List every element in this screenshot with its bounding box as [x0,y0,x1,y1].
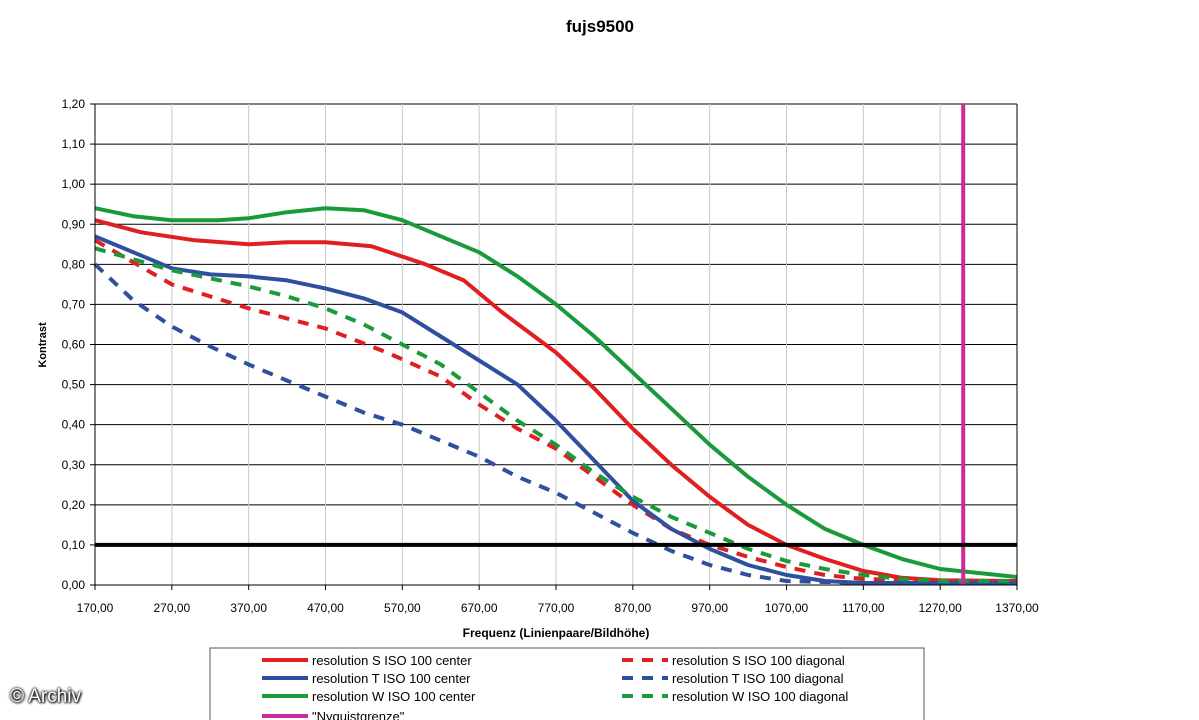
y-tick-label: 0,00 [62,578,86,592]
y-axis-label: Kontrast [37,322,49,368]
x-tick-label: 170,00 [77,601,114,615]
x-tick-label: 1170,00 [842,601,885,615]
legend-box [209,647,925,720]
x-axis-label: Frequenz (Linienpaare/Bildhöhe) [463,626,650,640]
x-tick-label: 470,00 [307,601,344,615]
y-tick-label: 0,30 [62,458,86,472]
series-resolution-t-iso-100-center [94,234,1017,585]
y-tick-label: 0,20 [62,498,86,512]
x-tick-label: 1270,00 [918,601,962,615]
axes [94,104,1018,586]
y-tick-label: 1,20 [62,97,86,111]
x-tick-label: 670,00 [461,601,498,615]
y-tick-label: 0,60 [62,338,86,352]
x-tick-label: 970,00 [691,601,728,615]
legend-label: resolution W ISO 100 diagonal [672,689,848,704]
series-resolution-s-iso-100-diagonal [94,238,1017,583]
series-group [93,104,1018,585]
y-tick-label: 1,00 [62,177,86,191]
x-axis-ticks: 170,00 270,00 370,00 470,00 570,00 670,00 770,… [77,585,1039,615]
y-tick-label: 0,40 [62,418,86,432]
chart-title: fujs9500 [566,17,634,36]
y-tick-label: 0,10 [62,538,86,552]
y-tick-label: 0,50 [62,378,86,392]
legend-label: resolution W ISO 100 center [312,689,476,704]
x-tick-label: 1070,00 [765,601,809,615]
x-tick-label: 870,00 [614,601,651,615]
watermark: © Archiv [10,686,82,707]
legend-label: resolution T ISO 100 diagonal [672,671,844,686]
legend-label: resolution S ISO 100 diagonal [672,653,845,668]
x-tick-label: 770,00 [538,601,575,615]
x-tick-label: 270,00 [153,601,190,615]
y-axis-ticks: 0,00 0,10 0,20 0,30 0,40 0,50 0,60 0,70 0,80 0,90… [62,97,95,592]
y-tick-label: 0,70 [62,297,86,311]
legend-label: "Nyquistgrenze" [312,709,405,720]
y-tick-label: 0,80 [62,257,86,271]
grid-lines [95,103,1017,585]
y-tick-label: 1,10 [62,137,86,151]
legend-label: resolution T ISO 100 center [312,671,471,686]
x-tick-label: 370,00 [230,601,267,615]
x-tick-label: 1370,00 [995,601,1039,615]
legend-label: resolution S ISO 100 center [312,653,472,668]
x-tick-label: 570,00 [384,601,421,615]
series-resolution-s-iso-100-center [94,218,1018,583]
y-tick-label: 0,90 [62,217,86,231]
legend: resolution S ISO 100 center resolution S … [209,647,925,720]
series-resolution-w-iso-100-diagonal [94,246,1017,583]
